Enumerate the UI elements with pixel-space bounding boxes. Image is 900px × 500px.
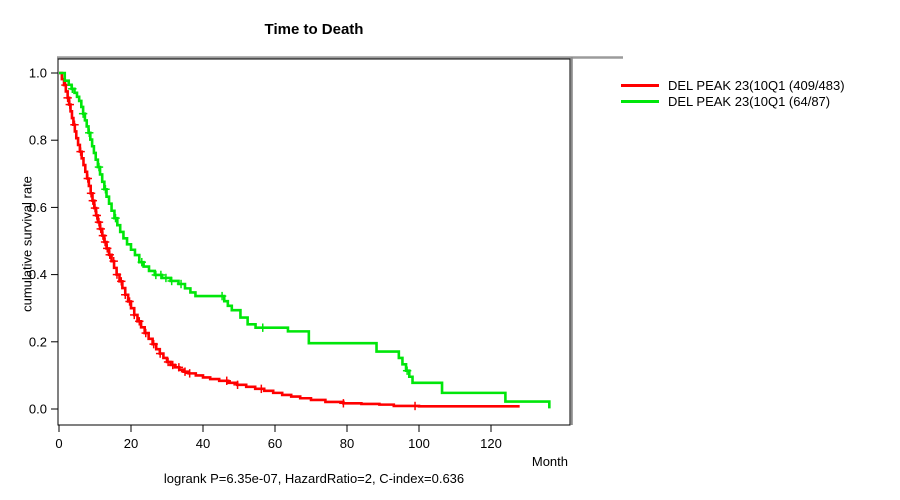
x-tick-label: 40 (196, 436, 210, 451)
plot-box (57, 58, 571, 426)
x-tick-label: 120 (480, 436, 502, 451)
x-tick-label: 0 (55, 436, 62, 451)
x-tick-label: 100 (408, 436, 430, 451)
legend-line-swatch-green (621, 99, 659, 103)
survival-curve-green (59, 71, 551, 409)
y-tick-label: 1.0 (29, 66, 47, 81)
x-tick-label: 60 (268, 436, 282, 451)
x-axis-label: Month (531, 454, 568, 469)
legend-label: DEL PEAK 23(10Q1 (409/483) (668, 77, 845, 93)
y-tick-label: 0.6 (29, 200, 47, 215)
y-tick-label: 0.8 (29, 133, 47, 148)
legend-label: DEL PEAK 23(10Q1 (64/87) (668, 93, 831, 109)
y-axis-label: cumulative survival rate (19, 176, 35, 312)
x-tick-label: 20 (124, 436, 138, 451)
y-tick-label: 0.0 (29, 402, 47, 417)
legend-line-swatch-red (621, 83, 659, 87)
legend-item: DEL PEAK 23(10Q1 (64/87) (621, 93, 845, 109)
stats-annotation: logrank P=6.35e-07, HazardRatio=2, C-ind… (163, 471, 465, 486)
y-tick-label: 0.2 (29, 334, 47, 349)
legend: DEL PEAK 23(10Q1 (409/483) DEL PEAK 23(1… (621, 77, 845, 109)
chart-title: Time to Death (264, 21, 364, 38)
x-tick-label: 80 (340, 436, 354, 451)
y-tick-label: 0.4 (29, 267, 47, 282)
legend-item: DEL PEAK 23(10Q1 (409/483) (621, 77, 845, 93)
